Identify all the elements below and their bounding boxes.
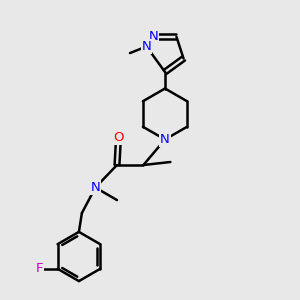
Text: N: N: [142, 40, 151, 53]
Text: F: F: [36, 262, 43, 275]
Text: N: N: [91, 181, 100, 194]
Text: N: N: [160, 133, 170, 146]
Text: O: O: [113, 131, 124, 144]
Text: N: N: [149, 30, 158, 43]
